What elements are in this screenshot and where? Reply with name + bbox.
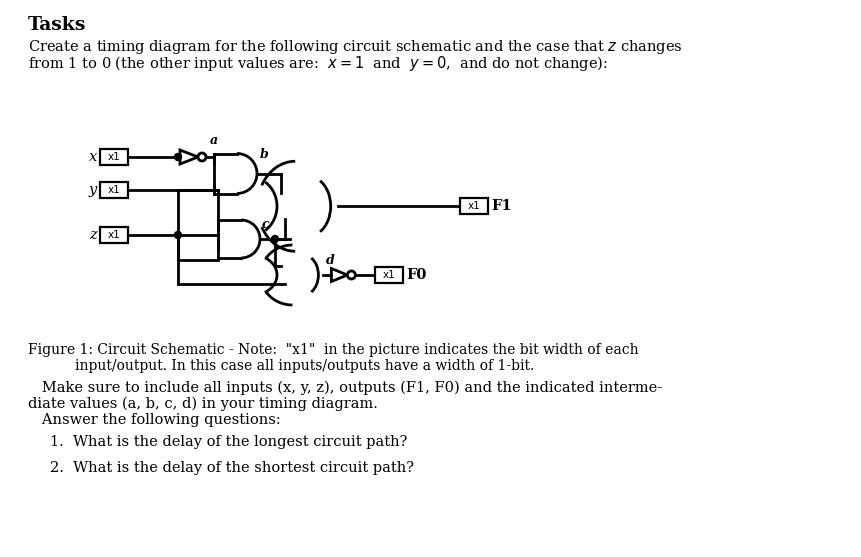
Text: d: d	[325, 254, 334, 267]
Text: z: z	[90, 228, 97, 242]
Text: F1: F1	[491, 199, 511, 213]
Text: x1: x1	[383, 270, 396, 280]
Text: Create a timing diagram for the following circuit schematic and the case that $z: Create a timing diagram for the followin…	[28, 38, 683, 56]
Text: x1: x1	[108, 230, 121, 240]
Text: F0: F0	[406, 268, 427, 282]
Circle shape	[347, 271, 356, 279]
Text: Answer the following questions:: Answer the following questions:	[28, 413, 281, 427]
Bar	[100, 227, 128, 243]
Text: 2.  What is the delay of the shortest circuit path?: 2. What is the delay of the shortest cir…	[50, 461, 414, 475]
Bar	[100, 182, 128, 198]
Text: y: y	[89, 183, 97, 197]
Bar	[375, 267, 404, 283]
Text: x1: x1	[108, 185, 121, 195]
Text: b: b	[260, 149, 269, 162]
Text: Make sure to include all inputs (x, y, z), outputs (F1, F0) and the indicated in: Make sure to include all inputs (x, y, z…	[28, 381, 662, 395]
Text: input/output. In this case all inputs/outputs have a width of 1-bit.: input/output. In this case all inputs/ou…	[75, 359, 534, 373]
Circle shape	[198, 153, 206, 161]
Text: diate values (a, b, c, d) in your timing diagram.: diate values (a, b, c, d) in your timing…	[28, 397, 378, 412]
Text: Tasks: Tasks	[28, 16, 86, 34]
Bar	[460, 198, 488, 214]
Text: a: a	[210, 134, 218, 147]
Text: x1: x1	[108, 152, 121, 162]
Text: x: x	[89, 150, 97, 164]
Circle shape	[175, 154, 182, 160]
Text: Figure 1: Circuit Schematic - Note:  "x1"  in the picture indicates the bit widt: Figure 1: Circuit Schematic - Note: "x1"…	[28, 343, 639, 357]
Bar	[100, 149, 128, 165]
Circle shape	[175, 232, 182, 238]
Text: from 1 to 0 (the other input values are:  $x = 1$  and  $y = 0$,  and do not cha: from 1 to 0 (the other input values are:…	[28, 54, 608, 73]
Circle shape	[271, 236, 278, 242]
Text: x1: x1	[468, 201, 480, 211]
Text: 1.  What is the delay of the longest circuit path?: 1. What is the delay of the longest circ…	[50, 435, 407, 449]
Text: c: c	[262, 218, 269, 231]
